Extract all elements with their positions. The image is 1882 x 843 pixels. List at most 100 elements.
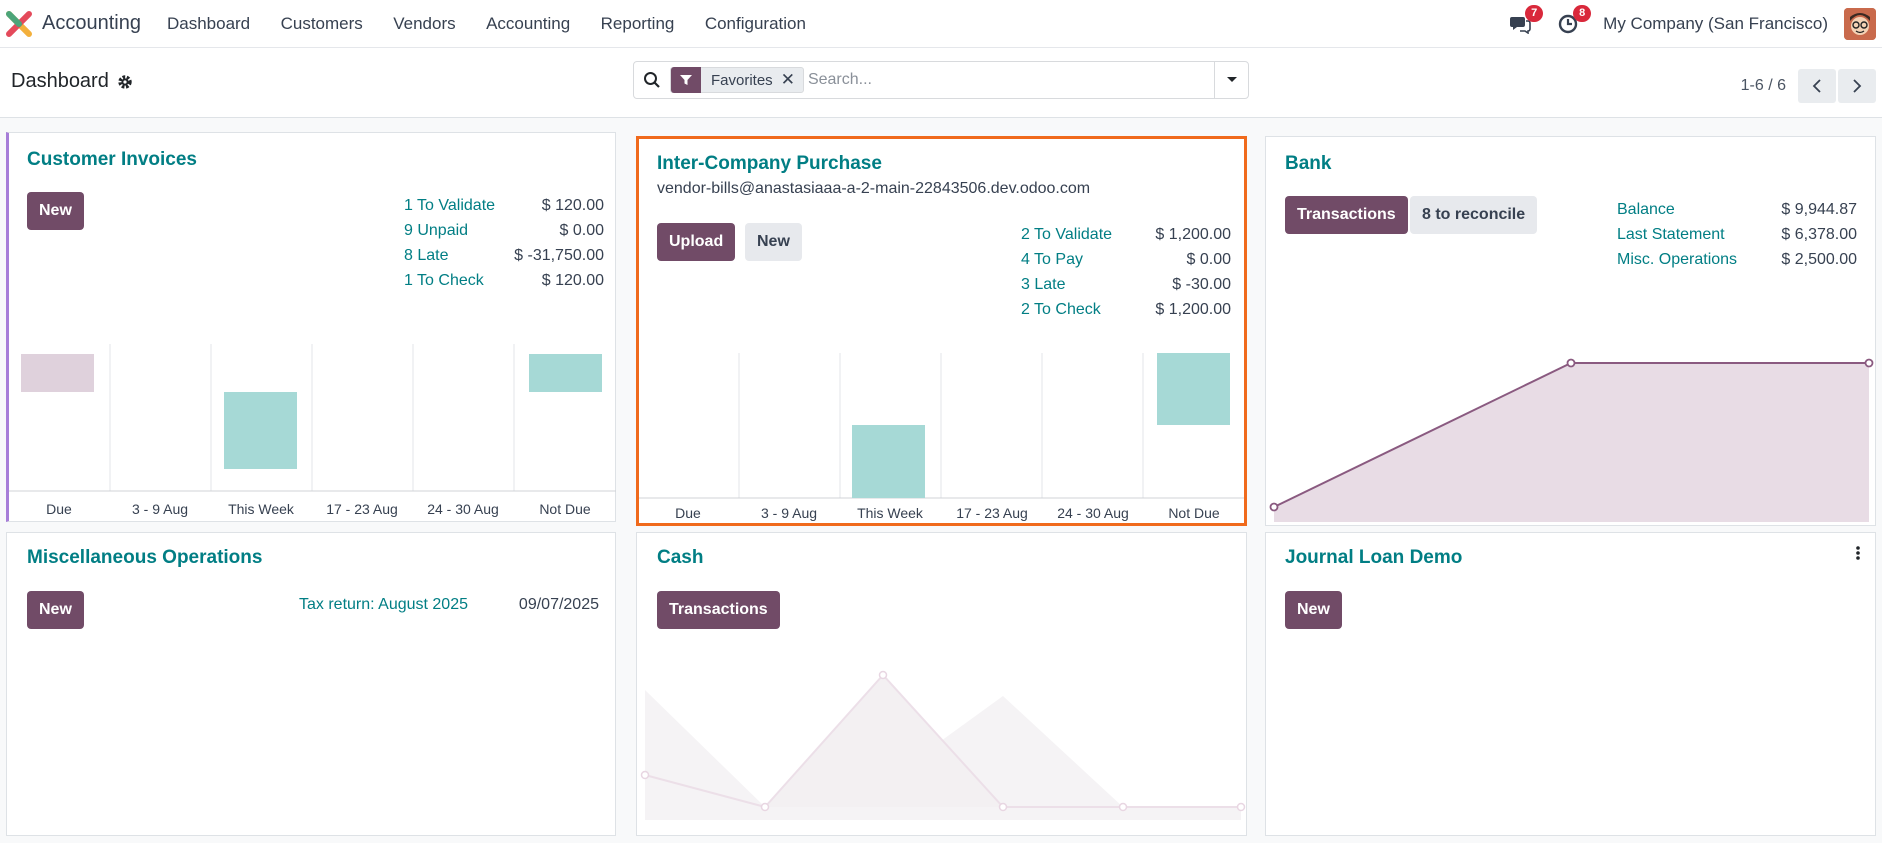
pager-value[interactable]: 1-6 / 6 xyxy=(1740,77,1786,94)
nav-customers[interactable]: Customers xyxy=(280,13,363,33)
purchase-bar-chart[interactable]: Due 3 - 9 Aug This Week 17 - 23 Aug 24 -… xyxy=(639,338,1244,523)
stat-label[interactable]: 8 Late xyxy=(404,247,449,264)
bar-not-due[interactable] xyxy=(529,354,602,392)
cash-point[interactable] xyxy=(1118,802,1128,812)
tax-return-link[interactable]: Tax return: August 2025 xyxy=(299,596,468,613)
cash-point[interactable] xyxy=(1236,802,1246,812)
new-misc-button[interactable]: New xyxy=(27,591,84,629)
stat-label[interactable]: 1 To Check xyxy=(404,272,484,289)
nav-dashboard[interactable]: Dashboard xyxy=(166,13,251,33)
pager-next-button[interactable] xyxy=(1838,69,1876,103)
tax-return-row: Tax return: August 2025 09/07/2025 xyxy=(299,596,599,614)
bar-due[interactable] xyxy=(21,354,94,392)
cash-point[interactable] xyxy=(878,670,888,680)
activities-button[interactable]: 8 xyxy=(1555,5,1592,37)
new-loan-button[interactable]: New xyxy=(1285,591,1342,629)
reconcile-button[interactable]: 8 to reconcile xyxy=(1410,196,1538,234)
bank-stats: Balance $ 9,944.87 Last Statement $ 6,378.… xyxy=(1617,197,1857,272)
x-label: 3 - 9 Aug xyxy=(761,505,817,521)
x-label: This Week xyxy=(857,505,924,521)
x-label: Due xyxy=(675,505,701,521)
invoices-bar-chart[interactable]: Due 3 - 9 Aug This Week 17 - 23 Aug 24 -… xyxy=(9,336,616,521)
vendor-bills-email: vendor-bills@anastasiaaa-a-2-main-228435… xyxy=(657,180,1091,197)
user-avatar[interactable] xyxy=(1844,8,1876,40)
cash-area-peak xyxy=(765,675,1003,807)
stat-label[interactable]: 2 To Validate xyxy=(1021,226,1113,243)
stat-label[interactable]: 9 Unpaid xyxy=(404,222,469,239)
tax-return-date: 09/07/2025 xyxy=(518,596,599,613)
cash-point[interactable] xyxy=(998,802,1008,812)
card-title[interactable]: Miscellaneous Operations xyxy=(27,547,263,568)
balance-point[interactable] xyxy=(1566,358,1576,368)
stat-value: $ 9,944.87 xyxy=(1781,201,1857,218)
card-title[interactable]: Cash xyxy=(657,547,704,568)
cash-point[interactable] xyxy=(760,802,770,812)
stat-label[interactable]: 2 To Check xyxy=(1021,301,1101,318)
bar-this-week[interactable] xyxy=(224,392,297,469)
clock-icon xyxy=(1558,14,1578,34)
x-label: This Week xyxy=(228,501,295,517)
stat-value: $ 120.00 xyxy=(541,272,604,289)
x-label: Not Due xyxy=(539,501,591,517)
card-title[interactable]: Bank xyxy=(1285,153,1332,174)
stat-value: $ 6,378.00 xyxy=(1781,226,1857,243)
nav-accounting[interactable]: Accounting xyxy=(486,13,571,33)
new-invoice-button[interactable]: New xyxy=(27,192,84,230)
nav-configuration[interactable]: Configuration xyxy=(704,13,806,33)
caret-down-icon xyxy=(1226,77,1237,82)
stat-value: $ 0.00 xyxy=(559,222,604,239)
cash-line-chart[interactable] xyxy=(637,655,1246,835)
card-title[interactable]: Journal Loan Demo xyxy=(1285,547,1463,568)
stat-label[interactable]: 3 Late xyxy=(1021,276,1066,293)
app-name[interactable]: Accounting xyxy=(42,12,141,34)
company-switcher[interactable]: My Company (San Francisco) xyxy=(1603,14,1828,33)
facet-remove-icon[interactable]: ✕ xyxy=(780,70,795,89)
card-title[interactable]: Customer Invoices xyxy=(27,149,197,170)
new-bill-button[interactable]: New xyxy=(745,223,802,261)
upload-button[interactable]: Upload xyxy=(657,223,736,261)
x-label: 17 - 23 Aug xyxy=(326,501,398,517)
intercompany-purchase-card: Inter-Company Purchase vendor-bills@anas… xyxy=(636,136,1247,526)
page-title: Dashboard xyxy=(11,70,109,92)
x-label: 17 - 23 Aug xyxy=(956,505,1028,521)
search-bar: Favorites ✕ xyxy=(633,61,1249,99)
bar-not-due[interactable] xyxy=(1157,353,1230,425)
breadcrumb: Dashboard xyxy=(11,70,133,93)
balance-area xyxy=(1274,363,1869,522)
cash-card: Cash Transactions xyxy=(636,532,1247,836)
gear-icon[interactable] xyxy=(117,74,133,90)
stat-label[interactable]: Misc. Operations xyxy=(1617,251,1738,268)
invoice-stats: 1 To Validate $ 120.00 9 Unpaid $ 0.00 8 L… xyxy=(404,193,604,293)
card-title[interactable]: Inter-Company Purchase xyxy=(657,153,882,174)
balance-point[interactable] xyxy=(1864,358,1874,368)
journal-loan-card: Journal Loan Demo New xyxy=(1265,532,1876,836)
search-options-toggle[interactable] xyxy=(1214,62,1248,98)
stat-label[interactable]: Balance xyxy=(1617,201,1675,218)
bank-balance-line-chart[interactable] xyxy=(1266,285,1875,525)
x-label: 24 - 30 Aug xyxy=(427,501,499,517)
avatar-icon xyxy=(1844,8,1876,40)
stat-label[interactable]: Last Statement xyxy=(1617,226,1725,243)
misc-operations-card: Miscellaneous Operations New Tax return:… xyxy=(6,532,616,836)
filter-icon xyxy=(680,75,692,85)
bar-this-week[interactable] xyxy=(852,425,925,498)
nav-vendors[interactable]: Vendors xyxy=(393,13,456,33)
bank-transactions-button[interactable]: Transactions xyxy=(1285,196,1408,234)
cash-transactions-button[interactable]: Transactions xyxy=(657,591,780,629)
pager-previous-button[interactable] xyxy=(1798,69,1836,103)
stat-value: $ 1,200.00 xyxy=(1155,301,1231,318)
customer-invoices-card: Customer Invoices New 1 To Validate $ 120… xyxy=(6,132,616,522)
cash-point[interactable] xyxy=(640,770,650,780)
nav-reporting[interactable]: Reporting xyxy=(600,13,675,33)
stat-label[interactable]: 1 To Validate xyxy=(404,197,496,214)
app-logo-icon[interactable] xyxy=(6,10,32,37)
activities-badge: 8 xyxy=(1573,5,1592,22)
stat-label[interactable]: 4 To Pay xyxy=(1021,251,1083,268)
search-input[interactable] xyxy=(807,71,1214,89)
messages-button[interactable]: 7 xyxy=(1507,5,1544,37)
cash-line xyxy=(644,673,1241,809)
bank-card: Bank Transactions 8 to reconcile Balance… xyxy=(1265,136,1876,526)
kebab-menu-icon[interactable] xyxy=(1855,545,1861,561)
search-icon[interactable] xyxy=(643,71,661,89)
balance-point[interactable] xyxy=(1269,502,1279,512)
